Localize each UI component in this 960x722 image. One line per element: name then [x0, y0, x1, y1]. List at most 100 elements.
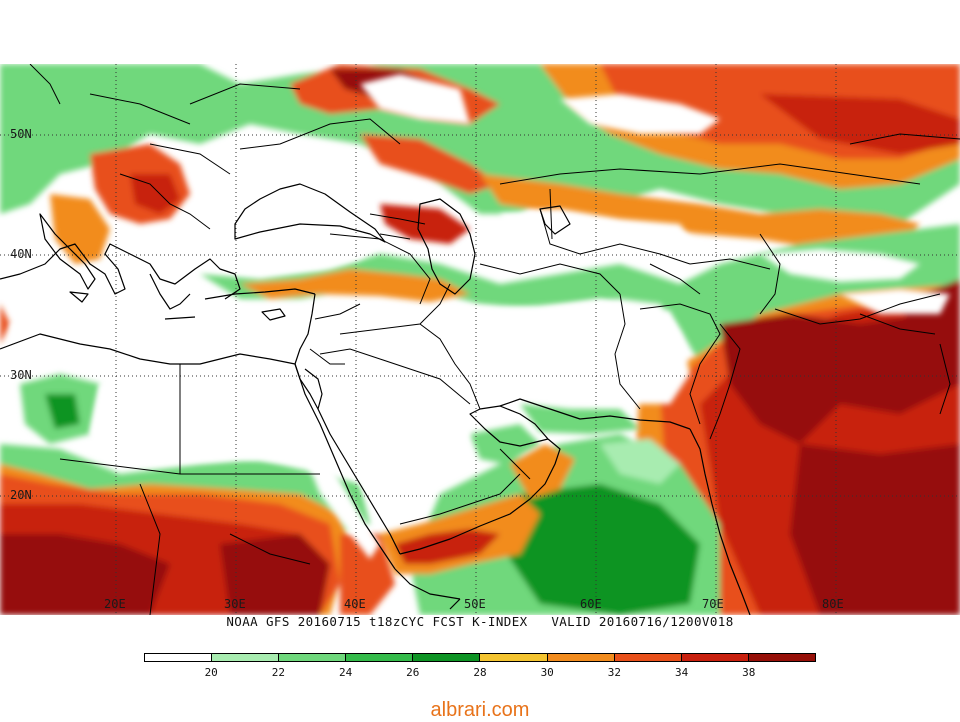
colorbar-box [212, 654, 280, 661]
colorbar-box [279, 654, 347, 661]
k-index-colorbar [144, 653, 816, 662]
coast-horn [394, 568, 461, 600]
k-index-map: 50N 40N 30N 20N 20E 30E 40E 50E 60E 70E … [0, 64, 960, 615]
field-arabian-sea-light [600, 439, 680, 484]
border-afghan-pakistan [639, 303, 721, 425]
lon-label-80e: 80E [822, 597, 844, 611]
border-turkmen [479, 263, 621, 295]
colorbar-level-label: 38 [742, 666, 756, 679]
colorbar-level-label: 32 [607, 666, 622, 679]
border-uzbek [539, 208, 691, 265]
field-italy-orange [50, 194, 110, 264]
white-turkey [150, 224, 380, 274]
map-canvas [0, 64, 960, 615]
lon-label-20e: 20E [104, 597, 126, 611]
field-arabian-sea-dkgreen [500, 484, 700, 615]
border-saudi-yemen [399, 473, 521, 525]
site-watermark: albrari.com [430, 699, 530, 721]
coast-pakistan-india-west [689, 428, 751, 615]
border-balkans [119, 173, 211, 230]
colorbar-level-label: 30 [540, 666, 554, 679]
border-kazakh-uzbek [549, 188, 553, 240]
political-borders [29, 64, 960, 615]
colorbar-level-label: 34 [674, 666, 689, 679]
k-index-field [0, 64, 960, 615]
lat-label-30n: 30N [10, 368, 32, 382]
border-tajik [649, 263, 701, 295]
white-kazakh-north [560, 94, 720, 134]
border-saudi-north [319, 348, 471, 405]
field-north-darkred [760, 94, 960, 154]
lon-label-60e: 60E [580, 597, 602, 611]
coast-arabia-south [399, 438, 561, 555]
lat-label-40n: 40N [10, 247, 32, 261]
colorbar-level-label: 26 [406, 666, 420, 679]
border-jordan [309, 348, 345, 365]
coast-black-sea [234, 183, 386, 243]
border-syria [314, 303, 361, 320]
border-georgia-armenia [379, 233, 411, 240]
field-horn-red [340, 534, 395, 615]
lon-label-40e: 40E [344, 597, 366, 611]
field-balkans-darkred [130, 174, 180, 214]
coast-north-africa [0, 333, 296, 365]
coast-cyprus [261, 308, 286, 321]
border-russia-kazakh [499, 163, 921, 185]
coast-red-sea-east [317, 408, 401, 555]
lat-label-20n: 20N [10, 488, 32, 502]
border-bangla [939, 343, 951, 415]
white-tibet [840, 289, 950, 314]
border-turkey-east [329, 233, 431, 305]
colorbar-box [145, 654, 213, 661]
forecast-caption: NOAA GFS 20160715 t18zCYC FCST K-INDEX V… [226, 614, 734, 629]
border-ukraine [239, 118, 401, 150]
coast-aral [539, 205, 571, 235]
white-sahara [90, 384, 330, 464]
border-china-india [774, 293, 941, 325]
border-scandinavia [29, 64, 61, 105]
field-gulf-green [470, 424, 540, 464]
lon-label-70e: 70E [702, 597, 724, 611]
border-iran-afghan [614, 293, 641, 410]
border-poland [89, 93, 191, 125]
white-black-sea [230, 154, 360, 214]
field-turkey-orange [240, 269, 470, 302]
coast-somalia [449, 598, 461, 610]
coast-aegean [149, 273, 191, 310]
border-libya-south [59, 458, 181, 475]
coast-persian-gulf [469, 405, 549, 447]
lon-label-30e: 30E [224, 597, 246, 611]
field-yemen-red [395, 529, 500, 564]
field-ethiopia-darkred [220, 534, 330, 615]
white-iran [440, 299, 690, 404]
border-belarus [189, 83, 301, 105]
white-arabia [300, 334, 530, 519]
coastlines [0, 183, 751, 615]
colorbar-box [614, 654, 682, 661]
border-china-west [759, 233, 781, 315]
field-libya-dkgreen [45, 394, 80, 429]
border-nepal [859, 313, 936, 335]
border-kyrgyz [689, 258, 771, 270]
coast-levant [294, 293, 316, 365]
colorbar-box [413, 654, 481, 661]
coast-italy [39, 213, 96, 290]
field-pakistan-darkred [720, 314, 960, 444]
coast-crete [164, 316, 196, 320]
border-iran-iraq [419, 323, 481, 410]
graticule [0, 64, 960, 615]
border-romania [149, 143, 231, 175]
white-mediterranean [10, 294, 310, 374]
field-sudan-darkred [0, 534, 170, 615]
border-chad [139, 483, 161, 615]
colorbar-level-label: 20 [204, 666, 218, 679]
border-sudan-ethiopia [229, 533, 311, 565]
white-red-sea [300, 444, 380, 559]
field-caspian-red [360, 134, 500, 194]
colorbar-box [346, 654, 414, 661]
border-pakistan-india [709, 323, 741, 440]
white-kazakh [500, 209, 700, 264]
border-mongolia [849, 133, 960, 145]
field-india-core-darkred [790, 444, 960, 615]
white-tarim [760, 249, 920, 282]
